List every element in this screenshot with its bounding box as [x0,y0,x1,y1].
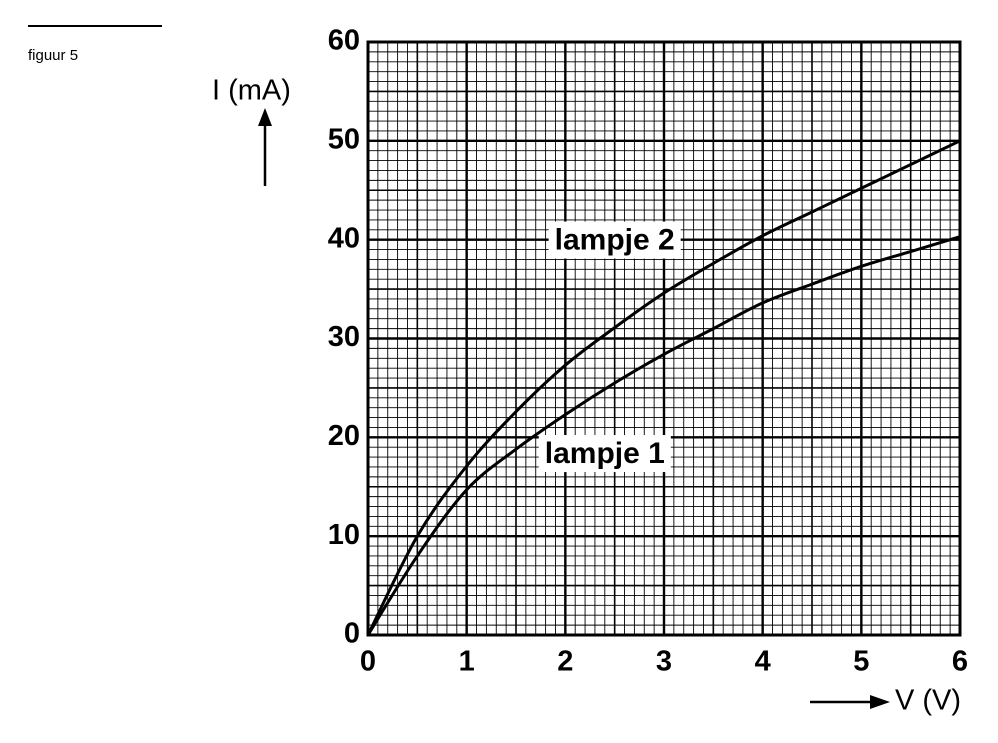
series-line [366,139,961,636]
y-tick-label: 0 [344,618,360,650]
x-axis-arrow [810,695,890,709]
y-tick-label: 20 [328,420,360,452]
x-tick-label: 1 [459,646,475,678]
series-label: lampje 2 [555,224,675,257]
x-tick-label: 3 [656,646,672,678]
plot: lampje 1 lampje 2 [366,139,961,636]
y-axis-arrow [258,108,272,186]
y-tick-label: 40 [328,222,360,254]
y-tick-label: 30 [328,321,360,353]
x-axis-label: V (V) [895,685,961,717]
x-tick-label: 4 [755,646,771,678]
series-label: lampje 1 [545,437,665,470]
y-tick-label: 50 [328,123,360,155]
x-tick-label: 0 [360,646,376,678]
caption: figuur 5 [28,47,78,64]
x-tick-label: 6 [952,646,968,678]
x-tick-label: 2 [557,646,573,678]
series-line [366,235,961,636]
y-tick-label: 10 [328,519,360,551]
y-tick-label: 60 [328,25,360,57]
y-axis-label: I (mA) [212,75,291,107]
series-label-background [538,435,671,473]
x-tick-label: 5 [853,646,869,678]
plot-frame [366,40,962,637]
series-label-background [548,221,681,259]
